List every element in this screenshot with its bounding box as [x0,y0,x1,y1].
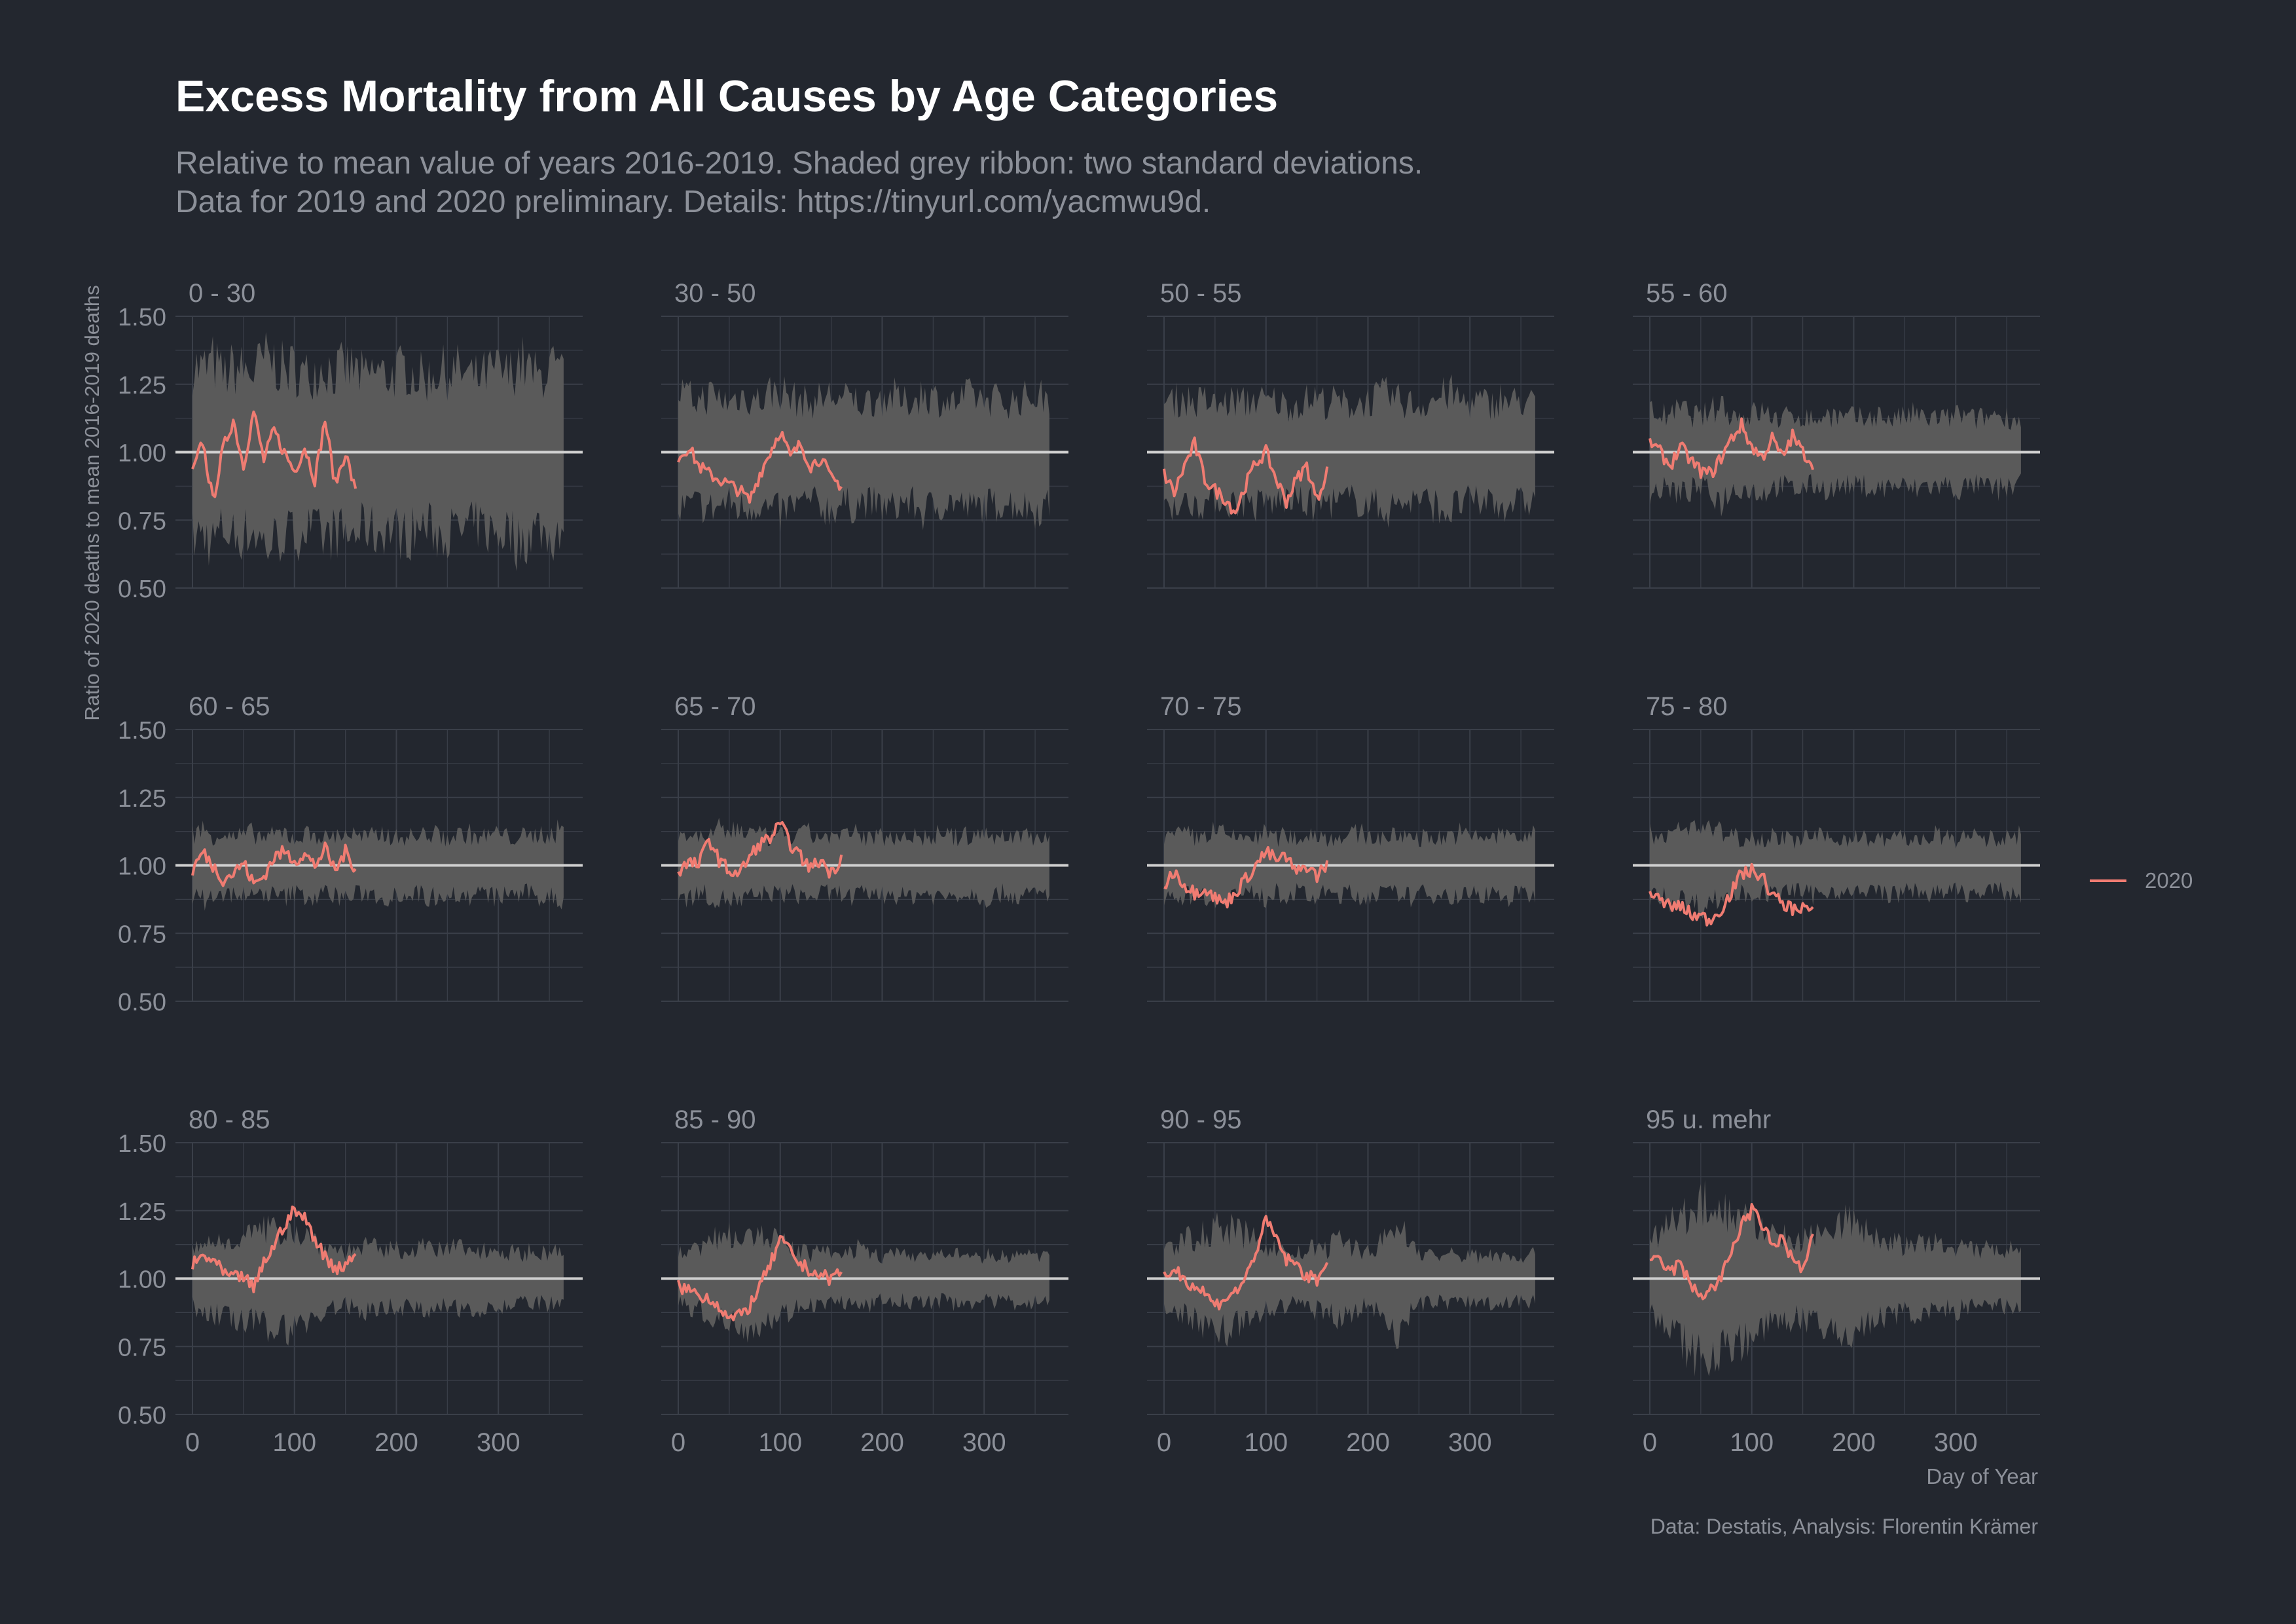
series-2020-line [677,431,843,504]
facet-60-65: 60 - 65 0.50 0.75 1.00 1.25 1.50 [118,692,583,1016]
x-tick-label: 100 [272,1428,316,1457]
y-tick-label: 0.75 [118,1334,166,1361]
chart-subtitle-line-2: Data for 2019 and 2020 preliminary. Deta… [175,185,1211,219]
series-2020-line [677,1235,843,1321]
y-tick-label: 1.00 [118,853,166,881]
x-tick-label: 100 [758,1428,802,1457]
y-axis-title-wrapper: Ratio of 2020 deaths to mean 2016-2019 d… [81,285,103,720]
x-tick-label: 200 [860,1428,904,1457]
chart-subtitle-line-1: Relative to mean value of years 2016-201… [175,146,1423,181]
facet-75-80: 75 - 80 [1633,692,2040,1002]
facet-30-50: 30 - 50 [661,279,1068,589]
y-tick-label: 0.50 [118,989,166,1016]
y-tick-label: 0.75 [118,921,166,948]
y-tick-label: 0.50 [118,576,166,603]
series-2020-line [1649,1203,1814,1301]
ribbon-two-sd [1650,820,2021,919]
chart-title: Excess Mortality from All Causes by Age … [175,71,1279,121]
ribbon-two-sd [678,376,1049,532]
facet-title: 95 u. mehr [1646,1105,1771,1134]
legend-label-2020: 2020 [2145,868,2193,893]
y-tick-label: 1.00 [118,440,166,468]
ribbon-two-sd [192,1215,564,1346]
facet-title: 85 - 90 [674,1105,756,1134]
series-2020-line [1163,846,1329,909]
facet-title: 55 - 60 [1646,279,1728,308]
x-tick-label: 200 [374,1428,418,1457]
series-2020-line [191,1206,357,1293]
legend-key-2020 [2090,879,2126,882]
x-tick-label: 0 [185,1428,200,1457]
facet-title: 50 - 55 [1160,279,1242,308]
x-tick-label: 300 [477,1428,520,1457]
facet-title: 75 - 80 [1646,692,1728,721]
y-tick-label: 1.50 [118,304,166,331]
ribbon-two-sd [678,1222,1049,1343]
y-tick-label: 1.25 [118,1198,166,1226]
y-tick-label: 0.75 [118,507,166,535]
facet-55-60: 55 - 60 [1633,279,2040,589]
series-2020-line [191,410,357,498]
series-2020-line [677,821,843,879]
x-tick-label: 100 [1730,1428,1774,1457]
y-tick-label: 1.50 [118,717,166,745]
facet-65-70: 65 - 70 [661,692,1068,1002]
x-tick-label: 0 [671,1428,685,1457]
facet-70-75: 70 - 75 [1147,692,1554,1002]
facet-title: 60 - 65 [189,692,270,721]
facet-50-55: 50 - 55 [1147,279,1554,589]
y-tick-label: 1.25 [118,372,166,399]
facet-85-90: 85 - 90 0 100 200 300 [661,1105,1068,1457]
y-tick-label: 1.25 [118,785,166,813]
facet-title: 70 - 75 [1160,692,1242,721]
series-2020-line [1649,862,1814,927]
x-tick-label: 100 [1244,1428,1288,1457]
ribbon-two-sd [1164,1211,1535,1349]
facet-title: 80 - 85 [189,1105,270,1134]
facet-title: 65 - 70 [674,692,756,721]
facet-90-95: 90 - 95 0 100 200 300 [1147,1105,1554,1457]
facet-80-85: 80 - 85 0.50 0.75 1.00 1.25 1.50 0 100 200 300 [118,1105,583,1457]
y-tick-label: 1.50 [118,1130,166,1158]
facet-95-u-mehr: 95 u. mehr 0 100 200 300 [1633,1105,2040,1457]
series-2020-line [191,841,357,887]
legend: 2020 [2090,868,2193,893]
facet-title: 0 - 30 [189,279,255,308]
x-tick-label: 200 [1346,1428,1390,1457]
caption: Data: Destatis, Analysis: Florentin Kräm… [1650,1515,2038,1538]
x-tick-label: 300 [962,1428,1006,1457]
series-2020-line [1649,417,1815,479]
y-tick-label: 1.00 [118,1266,166,1294]
x-tick-label: 200 [1832,1428,1876,1457]
x-tick-label: 0 [1157,1428,1171,1457]
ribbon-two-sd [1650,396,2021,517]
x-tick-label: 0 [1643,1428,1657,1457]
series-2020-line [1163,1215,1329,1311]
y-axis-title: Ratio of 2020 deaths to mean 2016-2019 d… [81,285,103,721]
facet-title: 30 - 50 [674,279,756,308]
facet-0-30: 0 - 30 0.50 0.75 1.00 1.25 1.50 [118,279,583,603]
x-tick-label: 300 [1448,1428,1492,1457]
x-tick-label: 300 [1934,1428,1978,1457]
facet-title: 90 - 95 [1160,1105,1242,1134]
x-axis-title: Day of Year [1926,1464,2038,1488]
y-tick-label: 0.50 [118,1402,166,1430]
series-2020-line [1163,436,1329,515]
